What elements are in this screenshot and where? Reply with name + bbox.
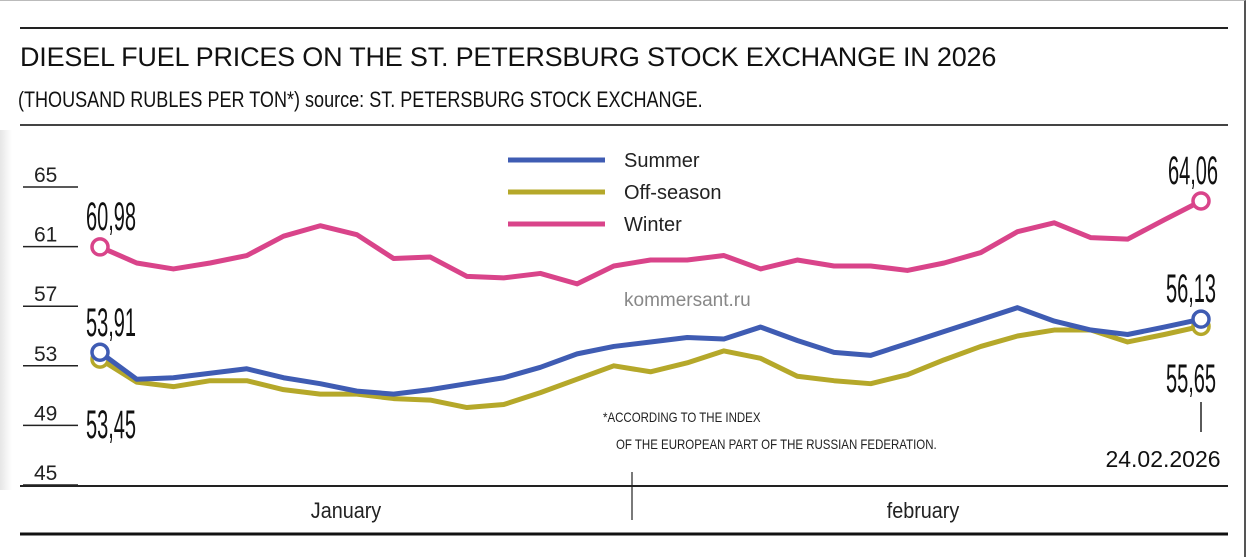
value-label: 60,98 <box>86 193 136 239</box>
endpoint-marker <box>1191 309 1211 329</box>
chart-subtitle: (THOUSAND RUBLES PER TON*) source: ST. P… <box>18 87 703 112</box>
value-labels: 60,98 53,91 53,45 64,06 56,13 55,65 <box>86 147 1218 447</box>
endpoint-marker <box>1191 191 1211 211</box>
series-lines <box>90 191 1211 411</box>
footnote-line1: *ACCORDING TO THE INDEX <box>603 409 761 425</box>
value-label: 64,06 <box>1168 147 1218 193</box>
footnote-line2: OF THE EUROPEAN PART OF THE RUSSIAN FEDE… <box>616 436 937 452</box>
end-date-label: 24.02.2026 <box>1105 446 1220 472</box>
month-label-february: february <box>887 499 960 523</box>
header-rule <box>20 124 1228 126</box>
y-tick-label: 65 <box>34 164 57 187</box>
legend-label: Off-season <box>624 182 721 204</box>
y-axis: 65 61 57 53 49 45 <box>23 164 78 486</box>
month-label-january: January <box>311 499 382 523</box>
legend-label: Summer <box>624 150 700 172</box>
series-line-off-season <box>97 323 1204 411</box>
value-label: 56,13 <box>1166 265 1216 311</box>
series-line-winter <box>97 198 1204 287</box>
value-label: 53,45 <box>86 401 136 447</box>
top-rule <box>20 27 1228 29</box>
chart-title: DIESEL FUEL PRICES ON THE ST. PETERSBURG… <box>20 42 997 72</box>
endpoint-marker <box>90 342 110 362</box>
endpoint-marker <box>90 237 110 257</box>
value-label: 53,91 <box>86 299 136 345</box>
legend: Summer Off-season Winter <box>508 150 721 236</box>
y-tick-label: 53 <box>34 343 57 366</box>
left-shadow <box>0 130 12 490</box>
y-tick-label: 57 <box>34 283 57 306</box>
watermark: kommersant.ru <box>624 290 751 311</box>
legend-label: Winter <box>624 214 682 236</box>
value-label: 55,65 <box>1166 355 1216 401</box>
y-tick-label: 49 <box>34 402 57 425</box>
y-tick-label: 45 <box>34 462 57 485</box>
y-tick-label: 61 <box>34 224 57 247</box>
series-line-summer <box>97 305 1204 397</box>
